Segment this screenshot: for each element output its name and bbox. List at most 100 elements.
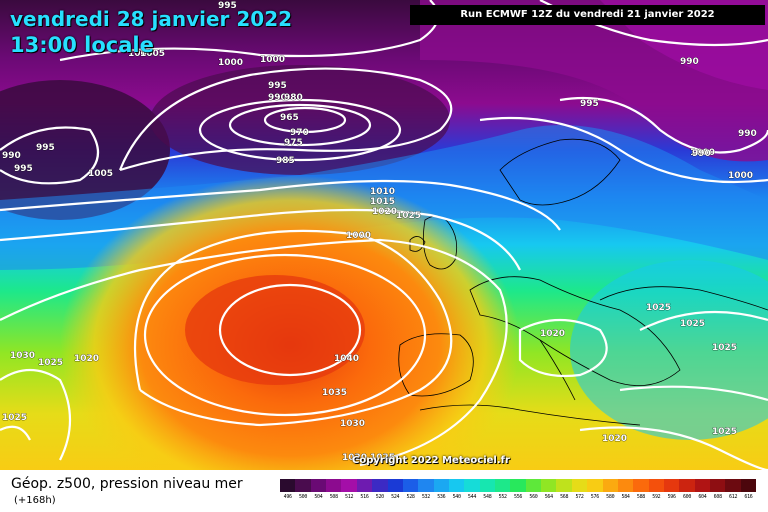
scale-swatch <box>372 479 388 492</box>
isobar-label: 1005 <box>88 169 113 179</box>
scale-label: 596 <box>667 494 676 500</box>
isobar-label: 1000 <box>260 55 285 65</box>
scale-swatch <box>679 479 695 492</box>
isobar-label: 995 <box>580 99 599 109</box>
scale-swatch <box>464 479 480 492</box>
isobar-label: 1020 <box>372 207 397 217</box>
scale-swatch <box>663 479 680 492</box>
isobar-label: 970 <box>290 128 309 138</box>
cold-pool-west <box>0 80 170 220</box>
scale-swatch <box>510 479 526 492</box>
scale-swatch <box>479 479 496 492</box>
isobar-label: 995 <box>218 1 237 11</box>
color-scale <box>280 479 757 492</box>
forecast-hour: (+168h) <box>14 495 56 506</box>
scale-label: 504 <box>314 494 323 500</box>
scale-label: 520 <box>375 494 384 500</box>
isobar-label: 1025 <box>2 413 27 423</box>
scale-swatch <box>617 479 634 492</box>
isobar-label: 1020 <box>540 329 565 339</box>
cold-pool-north <box>150 65 450 175</box>
copyright-text: Copyright 2022 Meteociel.fr <box>352 455 510 466</box>
scale-label: 536 <box>437 494 446 500</box>
scale-label: 580 <box>606 494 615 500</box>
scale-label: 508 <box>329 494 338 500</box>
isobar-label: 995 <box>268 81 287 91</box>
isobar-label: 975 <box>284 138 303 148</box>
map-title: Géop. z500, pression niveau mer <box>11 476 243 492</box>
isobar-label: 990 <box>268 93 287 103</box>
scale-label: 500 <box>298 494 308 500</box>
legend-footer: Géop. z500, pression niveau mer (+168h) … <box>0 470 768 512</box>
isobar-label: 1005 <box>140 49 165 59</box>
isobar-label: 1020 <box>342 453 367 463</box>
isobar-label: 1020 <box>74 354 99 364</box>
isobar-label: 990 <box>680 57 699 67</box>
scale-label: 516 <box>360 494 369 500</box>
scale-label: 600 <box>682 494 692 500</box>
scale-label: 512 <box>345 494 354 500</box>
scale-swatch <box>280 479 296 492</box>
isobar-label: 995 <box>14 164 33 174</box>
scale-swatch <box>541 479 557 492</box>
isobar-label: 990 <box>692 149 711 159</box>
isobar-label: 1000 <box>128 49 153 59</box>
run-info: Run ECMWF 12Z du vendredi 21 janvier 202… <box>410 5 765 25</box>
forecast-date: vendredi 28 janvier 2022 <box>10 7 293 31</box>
scale-swatch <box>725 479 741 492</box>
scale-swatch <box>571 479 588 492</box>
isobar-label: 1015 <box>370 197 395 207</box>
scale-swatch <box>387 479 403 492</box>
isobar-label: 1025 <box>396 211 421 221</box>
scale-swatch <box>418 479 434 492</box>
isobar-label: 980 <box>284 93 303 103</box>
scale-label: 564 <box>544 494 553 500</box>
cyan-trough-east <box>570 260 768 440</box>
isobar-label: 985 <box>276 156 295 166</box>
scale-swatch <box>341 479 357 492</box>
isobar-label: 990 <box>738 129 757 139</box>
isobar-label: 1025 <box>680 319 705 329</box>
scale-label: 552 <box>498 494 507 500</box>
scale-swatch <box>310 479 327 492</box>
scale-label: 568 <box>560 494 569 500</box>
scale-swatch <box>740 479 757 492</box>
isobar-label: 1025 <box>646 303 671 313</box>
ridge-max <box>185 275 365 385</box>
scale-label: 584 <box>621 494 630 500</box>
scale-label: 616 <box>744 494 753 500</box>
color-scale-labels: 496 500 504 508 512 516 520 524 528 532 536 540 544 5… <box>280 494 756 500</box>
isobar-label: 1020 <box>602 434 627 444</box>
isobar-label: 995 <box>36 143 55 153</box>
scale-label: 556 <box>514 494 523 500</box>
scale-swatch <box>648 479 664 492</box>
scale-label: 612 <box>729 494 738 500</box>
isobars <box>0 0 768 470</box>
isobar-label: 990 <box>2 151 21 161</box>
scale-swatch <box>402 479 419 492</box>
isobar-label: 1010 <box>370 187 395 197</box>
scale-label: 576 <box>590 494 599 500</box>
scale-label: 524 <box>391 494 400 500</box>
isobar-label: 1030 <box>340 419 365 429</box>
scale-label: 548 <box>483 494 492 500</box>
scale-label: 608 <box>713 494 722 500</box>
isobar-label: 1000 <box>690 148 715 158</box>
isobar-label: 1000 <box>728 171 753 181</box>
scale-label: 496 <box>283 494 292 500</box>
isobar-label: 1035 <box>322 388 347 398</box>
scale-label: 604 <box>698 494 707 500</box>
scale-swatch <box>433 479 449 492</box>
scale-swatch <box>710 479 726 492</box>
scale-swatch <box>448 479 465 492</box>
isobar-label: 1025 <box>370 453 395 463</box>
isobar-label: 1025 <box>38 358 63 368</box>
isobar-label: 1040 <box>334 354 359 364</box>
scale-swatch <box>525 479 542 492</box>
scale-label: 532 <box>421 494 430 500</box>
isobar-label: 965 <box>280 113 299 123</box>
forecast-time: 13:00 locale <box>10 33 154 57</box>
